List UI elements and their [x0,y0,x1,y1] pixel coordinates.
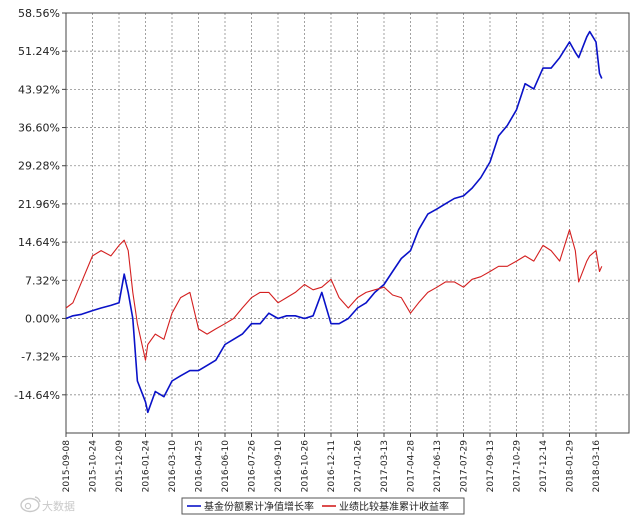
y-tick-label: 36.60% [18,122,60,135]
y-tick-label: -14.64% [14,389,60,402]
x-tick-label: 2015-10-24 [89,440,99,493]
x-tick-label: 2016-09-10 [274,440,284,493]
watermark-text: 大数据 [42,499,75,513]
x-tick-label: 2016-12-11 [327,440,337,492]
legend: 基金份额累计净值增长率 业绩比较基准累计收益率 [181,497,465,515]
x-tick-label: 2016-06-10 [221,440,231,493]
x-axis-ticks: 2015-09-08 2015-10-24 2015-12-09 2016-01-24… [62,433,602,492]
y-tick-label: 0.00% [25,312,60,325]
watermark: 大数据 [20,496,75,513]
x-tick-label: 2016-01-24 [142,440,152,493]
legend-label-1: 基金份额累计净值增长率 [204,500,314,513]
x-tick-label: 2017-06-13 [433,440,443,492]
x-tick-label: 2015-12-09 [115,440,125,493]
x-tick-label: 2016-03-10 [168,440,178,493]
y-tick-label: 58.56% [18,7,60,20]
legend-label-2: 业绩比较基准累计收益率 [339,500,449,513]
x-tick-label: 2017-03-13 [380,440,390,492]
y-tick-label: 21.96% [18,198,60,211]
series-line-2 [65,229,603,361]
y-tick-label: 51.24% [18,45,60,58]
series-layer [65,30,603,414]
x-tick-label: 2018-01-29 [566,440,576,493]
x-tick-label: 2017-01-26 [354,440,364,493]
x-tick-label: 2016-07-26 [248,440,258,493]
y-tick-label: 29.28% [18,160,60,173]
weibo-icon [20,496,41,513]
series-line-1 [65,30,603,414]
x-tick-label: 2016-04-25 [195,440,205,492]
x-tick-label: 2016-10-26 [301,440,311,493]
x-tick-label: 2017-04-28 [407,440,417,493]
x-tick-label: 2018-03-16 [592,440,602,493]
plot-frame [65,12,630,434]
y-tick-label: 7.32% [25,274,60,287]
x-tick-label: 2015-09-08 [62,440,72,493]
x-tick-label: 2017-12-14 [539,440,549,493]
y-tick-label: 14.64% [18,236,60,249]
y-tick-label: -7.32% [21,351,60,364]
y-tick-label: 43.92% [18,83,60,96]
x-tick-label: 2017-10-29 [513,440,523,493]
x-tick-label: 2017-09-13 [486,440,496,492]
y-axis-ticks: 58.56% 51.24% 43.92% 36.60% 29.28% 21.96% 14.6… [14,7,66,402]
x-tick-label: 2017-07-29 [460,440,470,493]
